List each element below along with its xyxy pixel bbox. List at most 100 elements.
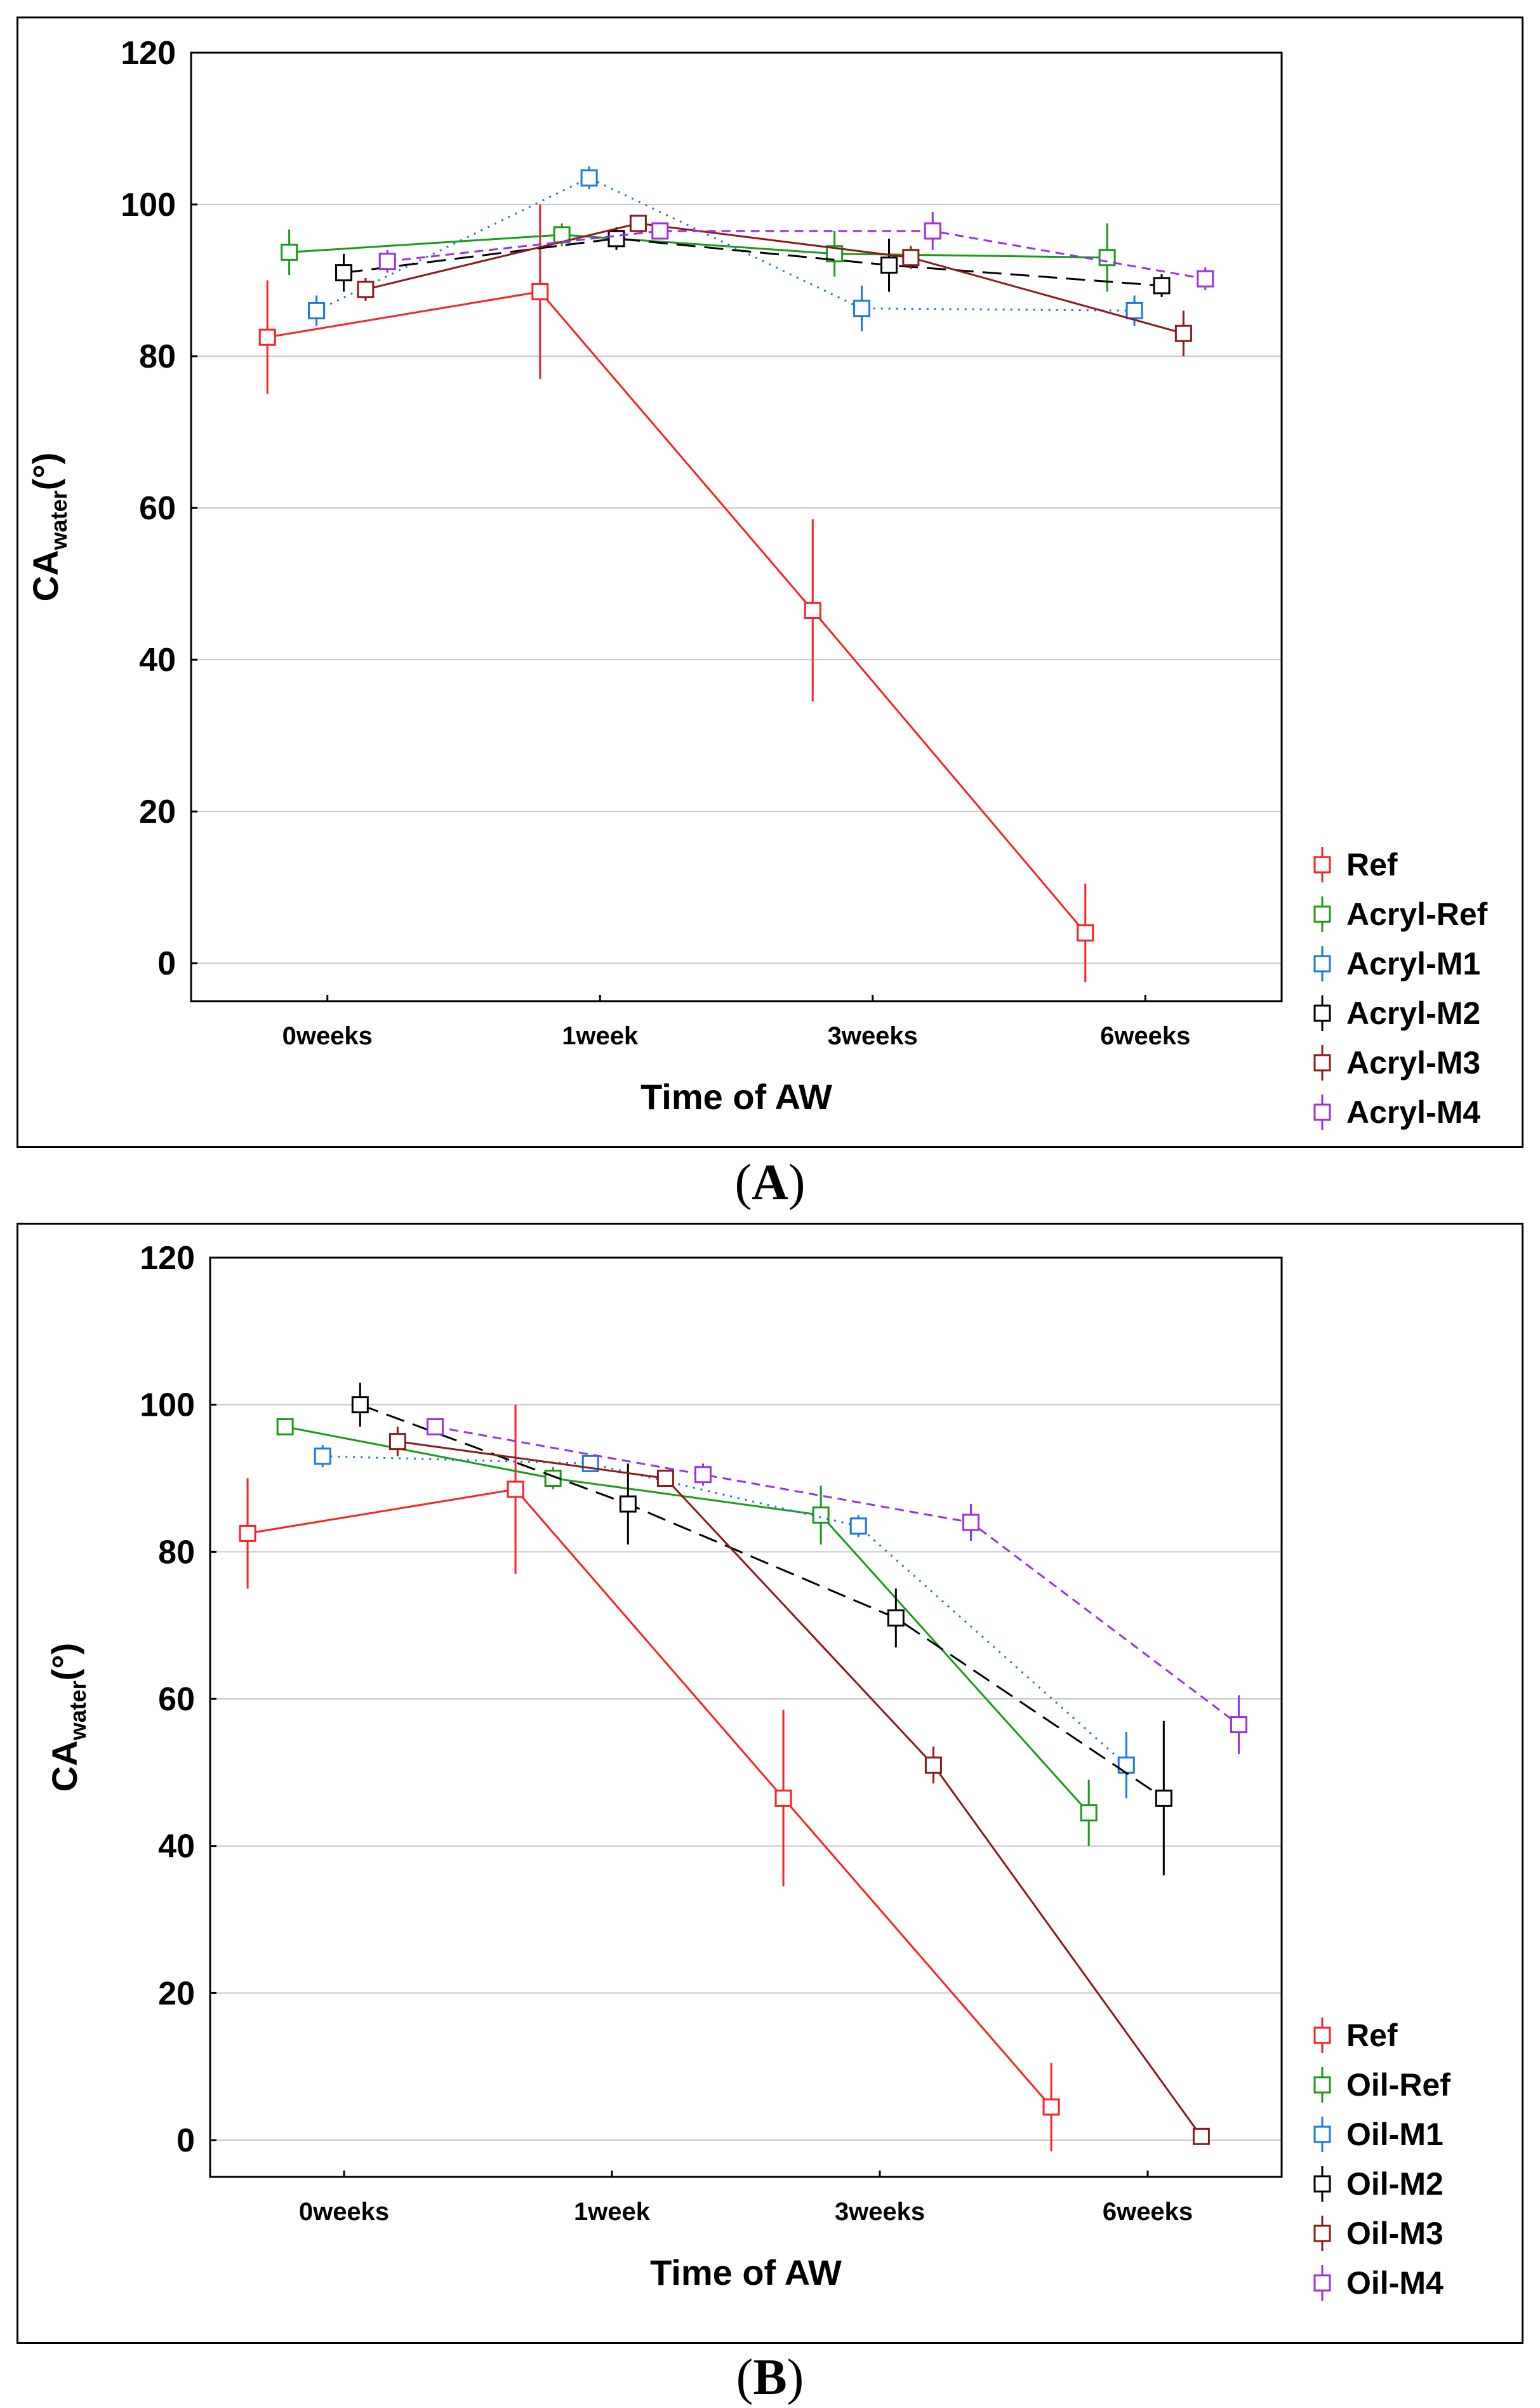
y-tick-label: 20 <box>158 1975 195 2012</box>
x-axis-label: Time of AW <box>650 2252 842 2292</box>
legend-label: Acryl-M4 <box>1346 1094 1480 1130</box>
legend-item-acryl-m1: Acryl-M1 <box>1313 946 1480 981</box>
data-point <box>880 256 898 274</box>
data-point <box>1098 249 1116 267</box>
legend-marker <box>1313 2175 1331 2193</box>
legend-marker <box>1313 1054 1331 1072</box>
legend-marker <box>1313 2125 1331 2143</box>
data-point <box>1080 1804 1098 1822</box>
legend-label: Oil-M3 <box>1346 2216 1444 2251</box>
chart-panel-a: 0 20 40 60 80 100 120 0weeks 1week 3weeks 6weeks Ti… <box>17 17 1523 1148</box>
y-tick-label: 120 <box>121 35 176 72</box>
series-line <box>284 1425 1090 1814</box>
legend-item-oil-ref: Oil-Ref <box>1313 2067 1450 2103</box>
y-tick-label: 80 <box>139 338 176 375</box>
x-axis-label: Time of AW <box>641 1077 832 1117</box>
data-point <box>1230 1716 1247 1734</box>
legend-marker <box>1313 2225 1331 2242</box>
data-point <box>804 601 821 619</box>
data-point <box>281 243 298 261</box>
plot-frame <box>209 1256 1283 2178</box>
series-oil-m2 <box>351 1382 1172 1876</box>
y-tick-label: 80 <box>158 1534 195 1571</box>
legend-label: Acryl-M3 <box>1346 1045 1480 1081</box>
legend-item-oil-m4: Oil-M4 <box>1313 2265 1444 2301</box>
y-tick-label: 60 <box>158 1681 195 1718</box>
data-point <box>619 1495 637 1513</box>
series-line <box>247 1488 1052 2108</box>
legend-marker <box>1313 2274 1331 2292</box>
x-tick-label: 0weeks <box>282 1022 373 1050</box>
series-oil-m1 <box>314 1445 1135 1799</box>
series-line <box>365 222 1184 335</box>
data-point <box>308 302 326 319</box>
data-point <box>1155 1789 1172 1807</box>
series-line <box>315 176 1135 312</box>
legend-marker <box>1313 1004 1331 1022</box>
x-tick-label: 0weeks <box>299 2198 389 2226</box>
data-point <box>1192 2127 1210 2145</box>
x-tick-label: 3weeks <box>835 2198 925 2226</box>
y-tick-label: 20 <box>139 794 176 830</box>
data-point <box>335 264 353 282</box>
data-point <box>656 1470 674 1487</box>
caption-b: (B) <box>736 2350 804 2405</box>
series-line <box>289 234 1108 259</box>
legend-item-ref: Ref <box>1313 2018 1398 2053</box>
caption-b-label: B <box>753 2350 787 2405</box>
y-tick-label: 0 <box>176 2122 195 2159</box>
series-line <box>322 1455 1127 1766</box>
y-axis-label: CAwater(°) <box>25 453 72 602</box>
legend-label: Acryl-Ref <box>1346 896 1488 932</box>
legend-item-oil-m1: Oil-M1 <box>1313 2117 1444 2152</box>
plot-frame <box>190 51 1283 1002</box>
data-point <box>694 1466 712 1484</box>
x-tick-label: 1week <box>574 2198 651 2226</box>
data-point <box>887 1609 905 1627</box>
data-point <box>924 1756 942 1774</box>
y-tick-label: 100 <box>121 187 176 223</box>
series-acryl-ref <box>281 223 1116 292</box>
chart-panel-b: 0 20 40 60 80 100 120 0weeks 1week 3weeks 6weeks Ti… <box>17 1223 1523 2344</box>
chart-a-svg: 0 20 40 60 80 100 120 0weeks 1week 3weeks 6weeks Ti… <box>25 35 1488 1130</box>
caption-a: (A) <box>734 1155 806 1211</box>
legend-label: Oil-M1 <box>1346 2117 1444 2152</box>
legend-label: Oil-M4 <box>1346 2265 1444 2301</box>
y-tick-label: 0 <box>157 945 176 982</box>
series-acryl-m1 <box>308 166 1143 331</box>
legend-item-acryl-m4: Acryl-M4 <box>1313 1094 1480 1130</box>
data-point <box>774 1789 792 1807</box>
series-acryl-m4 <box>378 211 1214 291</box>
data-point <box>1153 277 1171 295</box>
legend-marker <box>1313 2076 1331 2094</box>
data-point <box>651 222 669 240</box>
data-point <box>924 222 941 240</box>
data-point <box>1125 302 1143 319</box>
data-point <box>378 253 396 270</box>
data-point <box>962 1513 979 1531</box>
x-tick-label: 6weeks <box>1100 1022 1190 1050</box>
series-ref <box>239 1404 1060 2152</box>
data-point <box>426 1418 444 1435</box>
data-point <box>553 226 571 244</box>
legend-item-oil-m3: Oil-M3 <box>1313 2216 1444 2251</box>
y-tick-label: 60 <box>139 490 176 527</box>
legend-marker <box>1313 955 1331 973</box>
data-point <box>1197 270 1214 288</box>
series-line <box>343 237 1162 287</box>
data-point <box>1077 924 1094 941</box>
legend-label: Ref <box>1346 2018 1398 2053</box>
data-point <box>388 1433 406 1451</box>
legend-marker <box>1313 1103 1331 1121</box>
legend-item-acryl-m2: Acryl-M2 <box>1313 995 1480 1031</box>
series-oil-m3 <box>388 1427 1210 2145</box>
y-tick-label: 100 <box>140 1387 195 1424</box>
legend-marker <box>1313 856 1331 874</box>
series-acryl-m3 <box>357 215 1192 357</box>
data-point <box>902 249 920 267</box>
x-tick-label: 1week <box>562 1022 639 1050</box>
legend-item-ref: Ref <box>1313 847 1398 882</box>
data-point <box>580 169 598 187</box>
series-line <box>387 230 1205 280</box>
data-point <box>276 1418 294 1435</box>
